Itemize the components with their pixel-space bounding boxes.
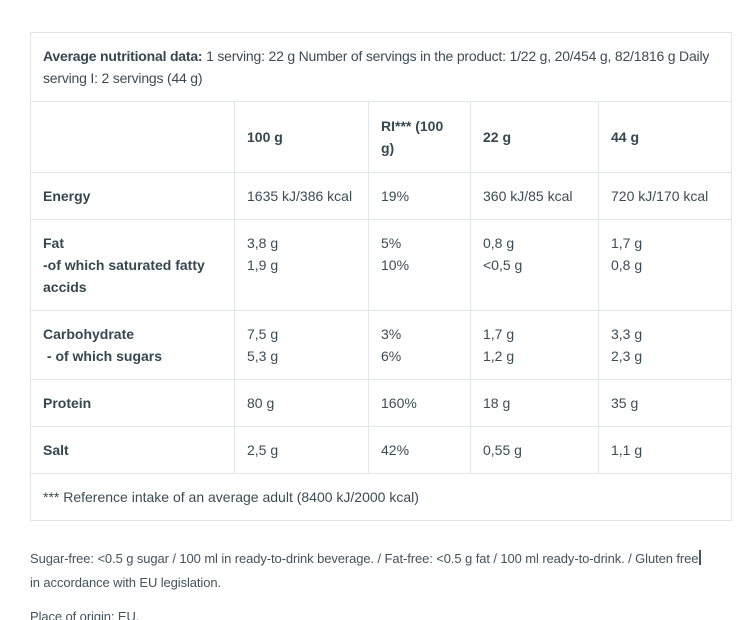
column-header-100g: 100 g (234, 101, 369, 173)
allergen-note-line1: Sugar-free: <0.5 g sugar / 100 ml in rea… (30, 551, 699, 566)
table-cell: 42% (368, 426, 471, 474)
table-cell: 18 g (470, 379, 599, 427)
column-header-ri: RI*** (100 g) (368, 101, 471, 173)
row-label-cell: Protein (30, 379, 235, 427)
table-row-salt: Salt 2,5 g 42% 0,55 g 1,1 g (30, 426, 732, 474)
intro-text-line1: 1 serving: 22 g Number of servings in th… (202, 48, 710, 64)
nutrition-table: Average nutritional data: 1 serving: 22 … (30, 32, 732, 521)
table-cell: 80 g (234, 379, 369, 427)
row-label-cell: Carbohydrate - of which sugars (30, 310, 235, 380)
table-cell: 1,7 g 0,8 g (598, 219, 732, 311)
table-cell: 1,1 g (598, 426, 732, 474)
column-header-44g: 44 g (598, 101, 732, 173)
footnote-row: *** Reference intake of an average adult… (30, 473, 732, 521)
allergen-note-line2: in accordance with EU legislation. (30, 575, 221, 590)
allergen-note[interactable]: Sugar-free: <0.5 g sugar / 100 ml in rea… (30, 547, 742, 595)
row-label: Protein (43, 395, 92, 411)
row-sublabel: -of which saturated fatty accids (43, 257, 205, 295)
intro-cell: Average nutritional data: 1 serving: 22 … (30, 32, 732, 102)
table-cell: 160% (368, 379, 471, 427)
row-sublabel: - of which sugars (43, 348, 163, 364)
row-label: Salt (43, 442, 69, 458)
table-row-protein: Protein 80 g 160% 18 g 35 g (30, 379, 732, 427)
row-label: Energy (43, 188, 91, 204)
intro-row: Average nutritional data: 1 serving: 22 … (30, 32, 732, 102)
table-cell: 35 g (598, 379, 732, 427)
table-cell: 3,3 g 2,3 g (598, 310, 732, 380)
table-cell: 3,8 g 1,9 g (234, 219, 369, 311)
table-row-fat: Fat -of which saturated fatty accids 3,8… (30, 219, 732, 311)
column-header-22g: 22 g (470, 101, 599, 173)
table-cell: 3% 6% (368, 310, 471, 380)
table-cell: 2,5 g (234, 426, 369, 474)
intro-text-line2: serving I: 2 servings (44 g) (43, 70, 203, 86)
table-cell: 360 kJ/85 kcal (470, 172, 599, 220)
row-label-cell: Energy (30, 172, 235, 220)
row-label: Carbohydrate (43, 326, 135, 342)
header-row: 100 g RI*** (100 g) 22 g 44 g (30, 101, 732, 173)
table-cell: 720 kJ/170 kcal (598, 172, 732, 220)
column-header-blank (30, 101, 235, 173)
place-of-origin: Place of origin: EU. (30, 609, 140, 620)
table-row-energy: Energy 1635 kJ/386 kcal 19% 360 kJ/85 kc… (30, 172, 732, 220)
row-label-cell: Fat -of which saturated fatty accids (30, 219, 235, 311)
table-cell: 7,5 g 5,3 g (234, 310, 369, 380)
row-label: Fat (43, 235, 64, 251)
table-cell: 1,7 g 1,2 g (470, 310, 599, 380)
table-cell: 5% 10% (368, 219, 471, 311)
text-caret (699, 550, 702, 565)
table-cell: 0,8 g <0,5 g (470, 219, 599, 311)
row-label-cell: Salt (30, 426, 235, 474)
table-cell: 0,55 g (470, 426, 599, 474)
intro-label: Average nutritional data: (43, 48, 203, 64)
table-cell: 19% (368, 172, 471, 220)
table-row-carbohydrate: Carbohydrate - of which sugars 7,5 g 5,3 … (30, 310, 732, 380)
reference-intake-footnote: *** Reference intake of an average adult… (30, 473, 732, 521)
table-cell: 1635 kJ/386 kcal (234, 172, 369, 220)
